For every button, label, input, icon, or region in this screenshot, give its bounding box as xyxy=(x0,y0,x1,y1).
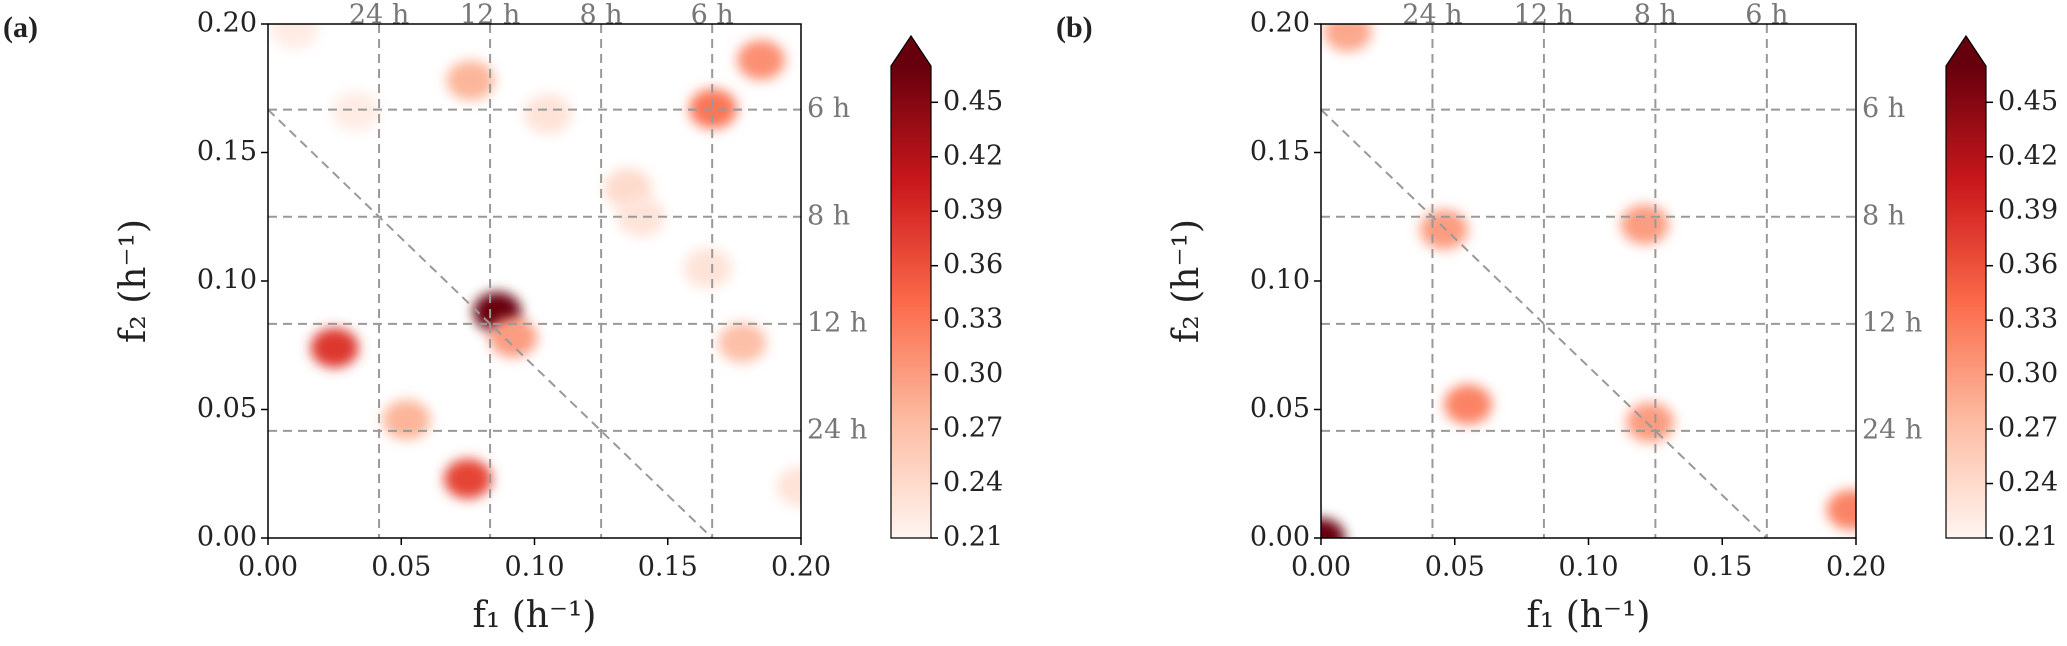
diagonal-line xyxy=(1320,108,1768,539)
colorbar-tick-label: 0.36 xyxy=(1998,249,2058,280)
colorbar-tick-label: 0.42 xyxy=(943,140,1003,171)
x-tick-label: 0.20 xyxy=(1826,552,1886,583)
y-tick-label: 0.05 xyxy=(197,393,257,424)
colorbar-frame xyxy=(890,34,932,539)
colorbar-tick-label: 0.36 xyxy=(943,249,1003,280)
x-tick-label: 0.10 xyxy=(1558,552,1618,583)
plot-frame xyxy=(1320,23,1857,539)
y-tick-label: 0.15 xyxy=(1250,136,1310,167)
colorbar-tick-label: 0.39 xyxy=(943,195,1003,226)
period-label: 24 h xyxy=(807,414,867,445)
bicoherence-patch xyxy=(331,91,380,132)
colorbar-tick-label: 0.42 xyxy=(1998,140,2058,171)
bicoherence-patch xyxy=(1323,24,1372,52)
x-tick-label: 0.05 xyxy=(371,552,431,583)
period-label: 6 h xyxy=(691,0,734,31)
period-label: 8 h xyxy=(1634,0,1677,31)
colorbar-tick-label: 0.30 xyxy=(943,358,1003,389)
bicoherence-patch xyxy=(446,60,495,101)
bicoherence-patch xyxy=(523,93,572,134)
period-label: 24 h xyxy=(349,0,409,31)
colorbar-frame xyxy=(1945,34,1987,539)
bicoherence-patch xyxy=(382,399,431,440)
panel-label: (b) xyxy=(1056,11,1093,44)
bicoherence-patch xyxy=(777,466,801,507)
bicoherence-patch xyxy=(683,248,732,289)
period-label: 6 h xyxy=(1862,93,1905,124)
x-tick-label: 0.00 xyxy=(238,552,298,583)
colorbar xyxy=(891,66,931,538)
period-label: 8 h xyxy=(807,200,850,231)
bicoherence-patch xyxy=(1620,204,1669,245)
period-label: 12 h xyxy=(807,307,867,338)
x-tick-label: 0.15 xyxy=(638,552,698,583)
bicoherence-patch xyxy=(1626,402,1675,443)
period-label: 12 h xyxy=(460,0,520,31)
period-label: 12 h xyxy=(1514,0,1574,31)
colorbar-tick-label: 0.21 xyxy=(1998,522,2058,553)
y-tick-label: 0.20 xyxy=(1250,8,1310,39)
bicoherence-patch xyxy=(270,24,319,50)
x-tick-label: 0.20 xyxy=(771,552,831,583)
bicoherence-patch xyxy=(1826,489,1856,530)
period-label: 12 h xyxy=(1862,307,1922,338)
bicoherence-patch xyxy=(310,327,359,368)
y-axis-label: f₂ (h⁻¹) xyxy=(1166,219,1207,343)
colorbar-tick-label: 0.39 xyxy=(1998,195,2058,226)
bicoherence-patch xyxy=(1420,209,1469,250)
bicoherence-patch xyxy=(1444,384,1493,425)
colorbar-tick-label: 0.27 xyxy=(943,413,1003,444)
y-tick-label: 0.10 xyxy=(197,265,257,296)
colorbar xyxy=(1946,66,1986,538)
colorbar-tick-label: 0.24 xyxy=(1998,467,2058,498)
colorbar-tick-label: 0.33 xyxy=(1998,304,2058,335)
colorbar-extend xyxy=(1946,36,1986,66)
colorbar-tick-label: 0.24 xyxy=(943,467,1003,498)
bicoherence-patch xyxy=(617,196,666,237)
bicoherence-patch xyxy=(737,39,786,80)
x-axis-label: f₁ (h⁻¹) xyxy=(1527,595,1651,636)
colorbar-tick-label: 0.21 xyxy=(943,522,1003,553)
diagonal-line xyxy=(267,108,713,539)
period-label: 24 h xyxy=(1402,0,1462,31)
colorbar-extend xyxy=(891,36,931,66)
period-label: 8 h xyxy=(1862,200,1905,231)
panel-label: (a) xyxy=(3,11,38,44)
colorbar-tick-label: 0.30 xyxy=(1998,358,2058,389)
bicoherence-patch xyxy=(1321,518,1345,538)
bicoherence-patch xyxy=(718,322,767,363)
y-tick-label: 0.10 xyxy=(1250,265,1310,296)
y-tick-label: 0.20 xyxy=(197,8,257,39)
plot-area xyxy=(270,24,801,507)
period-label: 8 h xyxy=(580,0,623,31)
colorbar-tick-label: 0.45 xyxy=(1998,86,2058,117)
period-label: 6 h xyxy=(807,93,850,124)
x-tick-label: 0.05 xyxy=(1425,552,1485,583)
bicoherence-patch xyxy=(689,88,738,129)
y-tick-label: 0.00 xyxy=(197,522,257,553)
colorbar-tick-label: 0.27 xyxy=(1998,413,2058,444)
x-tick-label: 0.15 xyxy=(1692,552,1752,583)
colorbar-tick-label: 0.45 xyxy=(943,86,1003,117)
y-axis-label: f₂ (h⁻¹) xyxy=(113,219,154,343)
y-tick-label: 0.00 xyxy=(1250,522,1310,553)
y-tick-label: 0.15 xyxy=(197,136,257,167)
period-label: 6 h xyxy=(1745,0,1788,31)
plot-area xyxy=(1321,24,1856,538)
bicoherence-patch xyxy=(489,317,538,358)
period-label: 24 h xyxy=(1862,414,1922,445)
y-tick-label: 0.05 xyxy=(1250,393,1310,424)
x-tick-label: 0.10 xyxy=(504,552,564,583)
x-tick-label: 0.00 xyxy=(1291,552,1351,583)
x-axis-label: f₁ (h⁻¹) xyxy=(473,595,597,636)
bicoherence-patch xyxy=(443,458,492,499)
colorbar-tick-label: 0.33 xyxy=(943,304,1003,335)
